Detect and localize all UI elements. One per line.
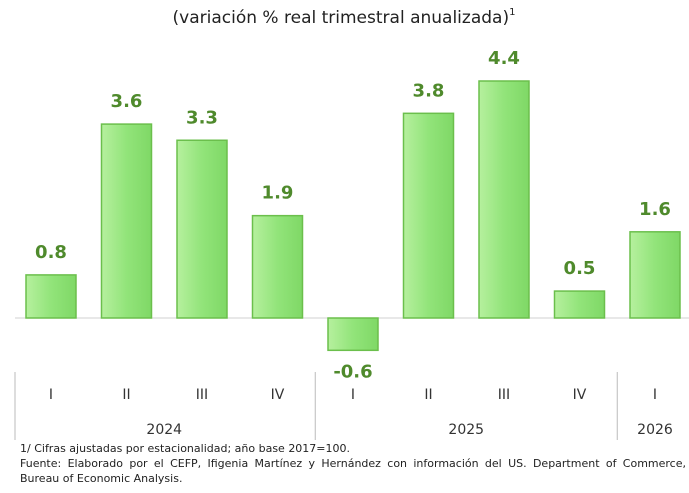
group-label: 2026 xyxy=(637,422,673,438)
chart: (variación % real trimestral anualizada)… xyxy=(14,7,689,440)
title-text: (variación % real trimestral anualizada) xyxy=(173,8,510,28)
bar xyxy=(176,139,228,319)
x-tick-label: II xyxy=(424,387,432,403)
note: 1/ Cifras ajustadas por estacionalidad; … xyxy=(20,442,351,455)
value-label: 1.6 xyxy=(639,199,671,220)
x-tick-label: III xyxy=(498,387,510,403)
x-tick-label: III xyxy=(196,387,208,403)
group-label: 2025 xyxy=(448,422,484,438)
value-label: 0.5 xyxy=(564,258,596,279)
note: Fuente: Elaborado por el CEFP, Ifigenia … xyxy=(20,457,686,485)
value-label: 4.4 xyxy=(488,48,520,69)
value-label: -0.6 xyxy=(333,361,372,382)
bar xyxy=(100,123,153,319)
bar xyxy=(25,274,77,319)
value-label: 3.8 xyxy=(413,80,445,101)
chart-title: (variación % real trimestral anualizada)… xyxy=(173,7,516,28)
notes: 1/ Cifras ajustadas por estacionalidad; … xyxy=(20,441,686,486)
bar xyxy=(629,231,681,319)
x-tick-label: II xyxy=(122,387,130,403)
x-tick-label: IV xyxy=(271,387,285,403)
bar xyxy=(327,317,379,352)
bar xyxy=(251,214,304,319)
x-tick-label: I xyxy=(351,387,355,403)
title-superscript: 1 xyxy=(509,7,515,18)
bar xyxy=(402,112,455,319)
group-label: 2024 xyxy=(146,422,182,438)
value-label: 1.9 xyxy=(262,183,294,204)
bar xyxy=(478,80,530,319)
bar xyxy=(553,290,606,319)
x-tick-label: I xyxy=(653,387,657,403)
value-label: 0.8 xyxy=(35,242,67,263)
x-tick-label: IV xyxy=(573,387,587,403)
x-tick-label: I xyxy=(49,387,53,403)
value-label: 3.3 xyxy=(186,107,218,128)
value-label: 3.6 xyxy=(111,91,143,112)
